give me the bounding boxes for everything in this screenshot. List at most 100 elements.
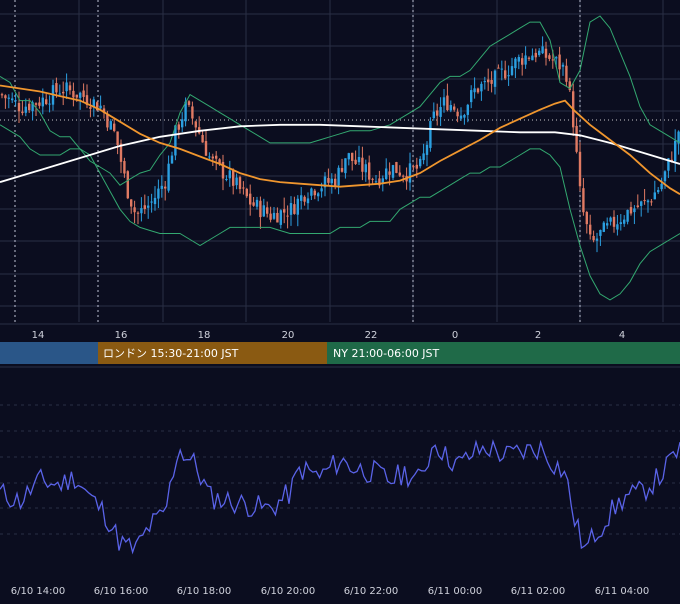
session-london-label: ロンドン 15:30-21:00 JST	[103, 347, 239, 360]
candle-body	[650, 201, 653, 203]
candle-body	[201, 134, 204, 143]
candle-body	[58, 93, 61, 95]
candle-body	[99, 105, 102, 109]
candle-body	[167, 163, 170, 191]
session-tokyo-band	[0, 342, 98, 364]
candle-body	[422, 153, 425, 161]
session-london-band	[98, 342, 327, 364]
candle-body	[463, 114, 466, 118]
osc-x-tick-label: 6/11 00:00	[428, 586, 482, 597]
candle-body	[592, 235, 595, 241]
candle-body	[643, 200, 646, 202]
candle-body	[24, 106, 27, 113]
candle-body	[160, 185, 163, 189]
candle-body	[157, 188, 160, 199]
candle-body	[677, 131, 680, 144]
candle-body	[391, 165, 395, 178]
candle-body	[629, 207, 633, 214]
candle-body	[371, 178, 374, 180]
candle-body	[364, 164, 367, 173]
candle-body	[272, 212, 276, 219]
candle-body	[626, 209, 629, 222]
candle-body	[164, 186, 167, 189]
candle-body	[602, 222, 605, 232]
candle-body	[34, 103, 38, 105]
candle-body	[221, 161, 225, 179]
candle-body	[561, 64, 565, 67]
candle-body	[510, 66, 514, 75]
candle-body	[660, 183, 663, 190]
candle-body	[483, 81, 486, 83]
candle-body	[568, 81, 571, 91]
candle-body	[436, 110, 439, 116]
candle-body	[320, 188, 323, 192]
candle-body	[65, 82, 68, 92]
candle-body	[419, 158, 422, 167]
oscillator-grid	[0, 404, 680, 535]
candle-body	[259, 200, 262, 218]
candle-body	[606, 223, 609, 226]
candle-body	[75, 94, 78, 98]
candle-body	[534, 52, 537, 58]
candle-body	[228, 170, 231, 179]
candle-body	[480, 83, 483, 92]
candle-body	[412, 166, 415, 168]
candle-body	[242, 187, 245, 189]
candle-body	[276, 212, 279, 223]
oscillator-pane[interactable]	[0, 404, 680, 555]
candle-body	[255, 199, 259, 207]
candle-body	[266, 207, 269, 214]
candle-body	[170, 155, 174, 164]
candle-body	[497, 67, 500, 69]
oscillator-x-axis: 6/10 14:00 6/10 16:00 6/10 18:00 6/10 20:00…	[11, 586, 649, 597]
session-bar: ロンドン 15:30-21:00 JST NY 21:00-06:00 JST	[0, 342, 680, 364]
candle-body	[150, 201, 153, 203]
osc-x-tick-label: 6/10 20:00	[261, 586, 315, 597]
candle-body	[191, 106, 194, 119]
candle-body	[500, 68, 503, 70]
candle-body	[337, 167, 340, 186]
candle-body	[218, 159, 221, 164]
candle-body	[147, 205, 150, 208]
candle-body	[181, 119, 184, 128]
candle-body	[456, 111, 459, 117]
candle-body	[4, 95, 7, 99]
candle-body	[425, 144, 429, 155]
candle-body	[646, 200, 650, 203]
candle-body	[7, 97, 10, 99]
candle-body	[235, 177, 238, 186]
candle-body	[521, 58, 524, 65]
candle-body	[429, 121, 432, 148]
candle-body	[296, 198, 299, 215]
candle-body	[245, 188, 248, 197]
candle-body	[323, 176, 327, 188]
main-price-pane[interactable]	[0, 0, 680, 322]
candle-body	[232, 169, 235, 186]
candle-body	[432, 111, 435, 119]
osc-x-tick-label: 6/10 18:00	[177, 586, 231, 597]
candle-body	[283, 209, 286, 213]
candle-body	[126, 171, 129, 199]
candle-body	[14, 100, 17, 102]
candle-body	[279, 210, 282, 225]
indicator-overlays	[0, 15, 680, 301]
candle-body	[357, 156, 361, 163]
candle-body	[504, 70, 507, 79]
candle-body	[262, 205, 265, 217]
candle-body	[453, 106, 456, 110]
candle-body	[368, 162, 371, 180]
candle-body	[476, 88, 480, 93]
candle-body	[541, 46, 544, 54]
candle-body	[82, 90, 85, 97]
candle-body	[116, 131, 119, 145]
candle-body	[517, 57, 520, 62]
candle-body	[79, 92, 82, 98]
candle-body	[184, 101, 187, 122]
candle-body	[439, 107, 442, 117]
candle-body	[354, 159, 357, 164]
main-x-tick-label: 4	[619, 330, 625, 341]
candle-body	[374, 181, 378, 183]
candle-body	[0, 94, 4, 96]
